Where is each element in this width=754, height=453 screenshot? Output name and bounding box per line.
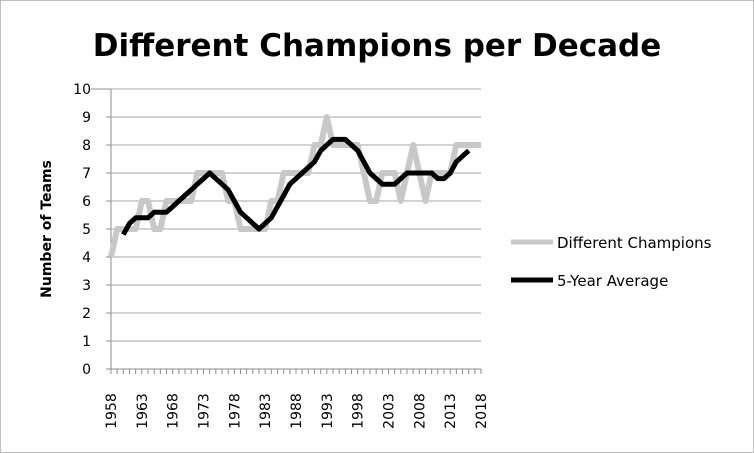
- legend-label-different-champions: Different Champions: [557, 234, 712, 252]
- x-tick-label: 1993: [320, 393, 336, 429]
- x-tick-label: 1963: [135, 393, 151, 429]
- x-tick-label: 2013: [443, 393, 459, 429]
- legend-label-5-year-average: 5-Year Average: [557, 272, 668, 290]
- series-lines: [108, 114, 481, 258]
- series-line-5-year-average: [121, 136, 471, 236]
- y-tick-label: 9: [82, 110, 91, 126]
- x-tick-label: 2003: [382, 393, 398, 429]
- y-axis-title: Number of Teams: [39, 160, 55, 298]
- x-tick-label: 1998: [351, 393, 367, 429]
- chart-title: Different Champions per Decade: [93, 28, 662, 64]
- axes: [91, 88, 482, 374]
- x-tick-label: 1988: [289, 393, 305, 429]
- x-tick-label: 1958: [104, 393, 120, 429]
- x-tick-label: 1983: [258, 393, 274, 429]
- series-line-different-champions: [108, 114, 481, 258]
- legend-item-different-champions: Different Champions: [511, 234, 712, 252]
- y-tick-label: 6: [82, 194, 91, 210]
- grid-lines: [111, 88, 481, 370]
- x-tick-label: 2008: [412, 393, 428, 429]
- x-tick-label: 2018: [474, 393, 490, 429]
- legend-item-5-year-average: 5-Year Average: [511, 272, 668, 290]
- y-tick-label: 1: [82, 334, 91, 350]
- y-tick-label: 8: [82, 138, 91, 154]
- x-tick-label: 1973: [197, 393, 213, 429]
- y-tick-label: 10: [73, 82, 91, 98]
- y-tick-label: 7: [82, 166, 91, 182]
- legend: Different Champions 5-Year Average: [511, 234, 712, 290]
- x-tick-label: 1978: [227, 393, 243, 429]
- y-tick-label: 4: [82, 250, 91, 266]
- x-tick-labels: 1958 1963 1968 1973 1978 1983 1988 1993 1998 2003…: [104, 393, 490, 429]
- y-tick-label: 3: [82, 278, 91, 294]
- y-tick-labels: 0 1 2 3 4 5 6 7 8 9 10: [73, 82, 91, 378]
- x-tick-label: 1968: [166, 393, 182, 429]
- y-tick-label: 5: [82, 222, 91, 238]
- y-tick-label: 2: [82, 306, 91, 322]
- y-tick-label: 0: [82, 362, 91, 378]
